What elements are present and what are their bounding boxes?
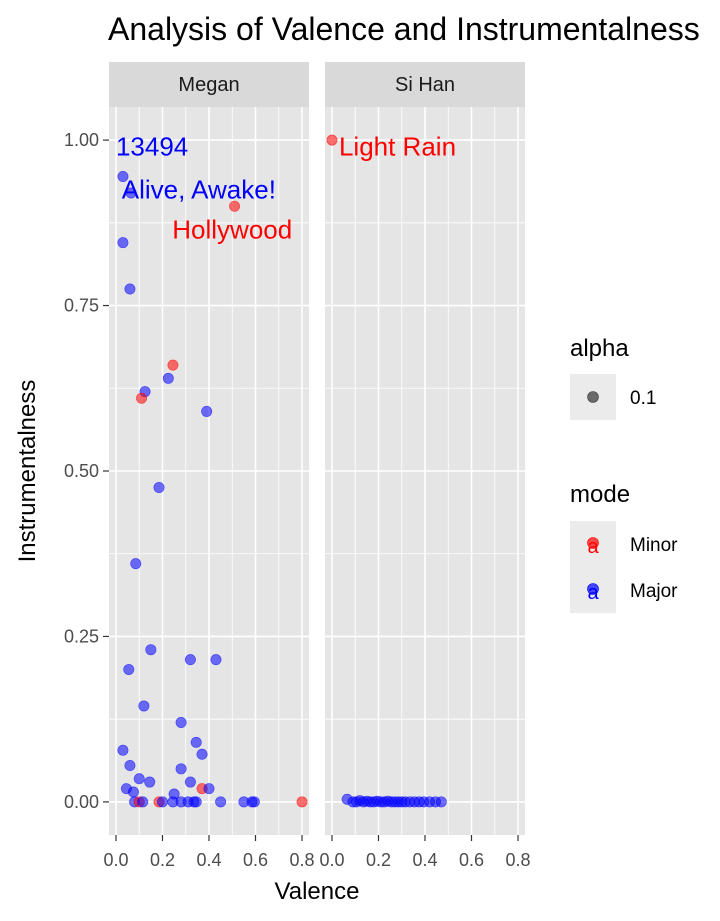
x-tick-label: 0.4: [196, 850, 221, 870]
data-point: [229, 200, 241, 212]
data-point: [130, 558, 142, 570]
x-tick-label: 0.4: [412, 850, 437, 870]
point-label: 13494: [116, 132, 188, 162]
data-points: [117, 170, 308, 808]
gridlines: [109, 107, 309, 835]
data-point: [156, 796, 168, 808]
y-axis: 0.00 0.25 0.50 0.75 1.00: [64, 130, 109, 812]
legend-item-minor: aMinor: [570, 521, 678, 567]
legend-label: Major: [630, 581, 678, 602]
data-point: [210, 654, 222, 666]
data-point: [117, 170, 129, 182]
data-point: [167, 359, 179, 371]
x-tick-label: 0.0: [103, 850, 128, 870]
data-point: [117, 237, 129, 249]
data-point: [215, 796, 227, 808]
data-points: [326, 134, 447, 808]
data-point: [137, 796, 149, 808]
x-tick-label: 0.8: [506, 850, 531, 870]
y-axis-title: Instrumentalness: [14, 380, 41, 563]
data-point: [175, 716, 187, 728]
legend-item-major: aMajor: [570, 567, 678, 613]
x-tick-label: 0.0: [319, 850, 344, 870]
facet-si-han: Si Han Light Rain: [325, 62, 525, 835]
legend-title-alpha: alpha: [570, 335, 629, 362]
data-point: [201, 405, 213, 417]
facet-megan: Megan 13494 Alive, Awake! Hollywood: [109, 62, 309, 835]
data-point: [125, 187, 137, 199]
legend-swatch: [587, 583, 599, 595]
data-point: [196, 748, 208, 760]
facet-strip: [325, 62, 525, 107]
point-label: Light Rain: [339, 132, 456, 162]
data-point: [136, 392, 148, 404]
legend-title-mode: mode: [570, 481, 630, 508]
data-point: [123, 664, 135, 676]
data-point: [435, 796, 447, 808]
data-point: [153, 482, 165, 494]
data-point: [117, 744, 129, 756]
x-tick-label: 0.6: [459, 850, 484, 870]
data-point: [162, 372, 174, 384]
legend-swatch: [587, 537, 599, 549]
data-point: [190, 796, 202, 808]
facet-panels: Megan 13494 Alive, Awake! Hollywood Si Han Li…: [109, 62, 525, 835]
y-tick-label: 0.00: [64, 792, 99, 812]
legend-alpha: alpha 0.1: [570, 335, 656, 420]
data-point: [127, 786, 139, 798]
data-point: [133, 773, 145, 785]
data-point: [145, 644, 157, 656]
y-tick-label: 0.75: [64, 296, 99, 316]
legend-mode: mode aMinoraMajor: [570, 481, 678, 613]
facet-strip: [109, 62, 309, 107]
y-tick-label: 1.00: [64, 130, 99, 150]
x-tick-label: 0.2: [366, 850, 391, 870]
data-point: [326, 134, 338, 146]
chart-title: Analysis of Valence and Instrumentalness: [108, 11, 700, 47]
facet-strip-label: Megan: [178, 74, 239, 96]
facet-strip-label: Si Han: [395, 74, 455, 96]
y-tick-label: 0.50: [64, 461, 99, 481]
data-point: [190, 736, 202, 748]
data-point: [248, 796, 260, 808]
data-point: [124, 760, 136, 772]
data-point: [203, 783, 215, 795]
legend: alpha 0.1 mode aMinoraMajor: [570, 335, 678, 613]
data-point: [184, 654, 196, 666]
x-tick-label: 0.2: [150, 850, 175, 870]
x-tick-label: 0.8: [290, 850, 315, 870]
x-axis-title: Valence: [275, 878, 360, 905]
point-label: Hollywood: [172, 214, 292, 244]
x-axis: 0.0 0.2 0.4 0.6 0.8 0.0 0.2 0.4 0.6 0.8: [103, 835, 531, 870]
legend-label-alpha: 0.1: [630, 388, 656, 409]
gridlines: [325, 107, 525, 835]
data-point: [144, 776, 156, 788]
legend-label: Minor: [630, 535, 678, 556]
data-point: [138, 700, 150, 712]
data-point: [296, 796, 308, 808]
legend-alpha-swatch: [587, 391, 599, 403]
x-tick-label: 0.6: [243, 850, 268, 870]
data-point: [175, 763, 187, 775]
y-tick-label: 0.25: [64, 626, 99, 646]
data-point: [184, 776, 196, 788]
point-label: Alive, Awake!: [122, 175, 276, 205]
data-point: [124, 283, 136, 295]
